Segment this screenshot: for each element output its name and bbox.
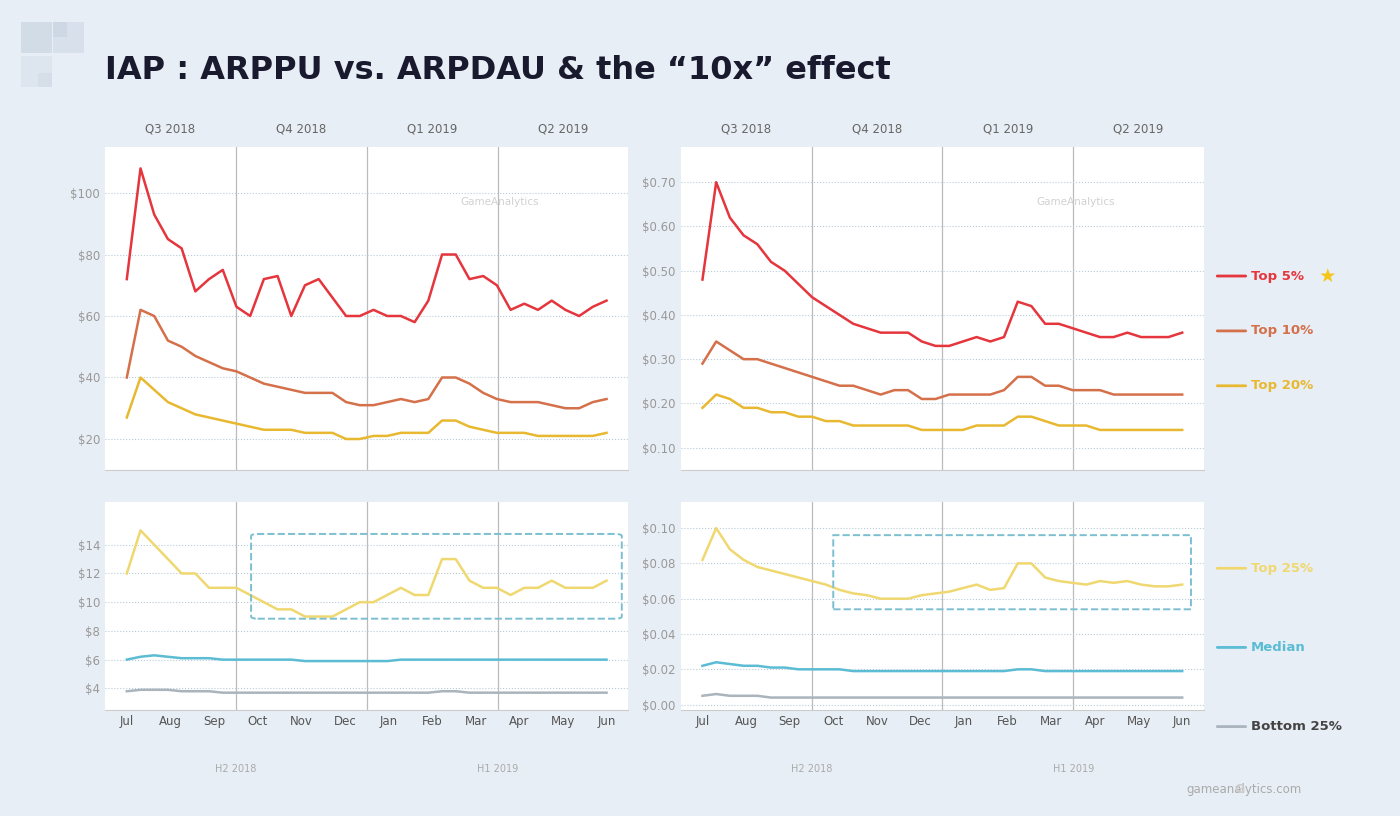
- Text: IAP : ARPPU vs. ARPDAU & the “10x” effect: IAP : ARPPU vs. ARPDAU & the “10x” effec…: [105, 55, 890, 86]
- Text: Q2 2019: Q2 2019: [538, 122, 588, 135]
- Text: Median: Median: [1252, 641, 1306, 654]
- Text: Q1 2019: Q1 2019: [983, 122, 1033, 135]
- Text: Q3 2018: Q3 2018: [146, 122, 196, 135]
- Text: Q4 2018: Q4 2018: [276, 122, 326, 135]
- Text: Q3 2018: Q3 2018: [721, 122, 771, 135]
- Text: Q4 2018: Q4 2018: [851, 122, 902, 135]
- Text: Top 5%: Top 5%: [1252, 269, 1303, 282]
- Text: Q1 2019: Q1 2019: [407, 122, 458, 135]
- Text: H2 2018: H2 2018: [216, 764, 256, 774]
- Text: ★: ★: [1319, 267, 1337, 286]
- Text: Top 25%: Top 25%: [1252, 561, 1313, 574]
- Text: H2 2018: H2 2018: [791, 764, 832, 774]
- Text: G: G: [1235, 783, 1245, 796]
- Text: gameanalytics.com: gameanalytics.com: [1187, 783, 1302, 796]
- Text: Bottom 25%: Bottom 25%: [1252, 720, 1343, 733]
- Text: Top 20%: Top 20%: [1252, 379, 1313, 392]
- Text: GameAnalytics: GameAnalytics: [1036, 197, 1116, 207]
- Text: GameAnalytics: GameAnalytics: [461, 197, 539, 207]
- Text: H1 2019: H1 2019: [1053, 764, 1093, 774]
- Text: H1 2019: H1 2019: [477, 764, 518, 774]
- Text: Q2 2019: Q2 2019: [1113, 122, 1163, 135]
- Text: Top 10%: Top 10%: [1252, 325, 1313, 337]
